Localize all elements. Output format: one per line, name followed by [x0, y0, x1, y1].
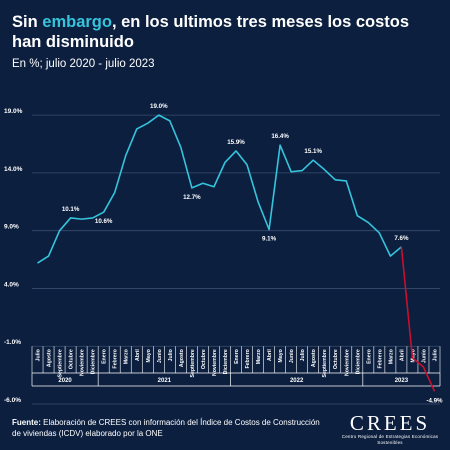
month-label: Marzo: [124, 349, 130, 364]
crees-logo: CREES Centro Regional de Estrategias Eco…: [340, 412, 440, 446]
data-label: 16.4%: [271, 133, 289, 140]
logo-word: CREES: [349, 411, 431, 435]
y-tick-label: 9.0%: [4, 224, 19, 231]
year-label: 2022: [290, 378, 304, 384]
month-label: Septiembre: [322, 349, 328, 377]
chart-subtitle: En %; julio 2020 - julio 2023: [12, 58, 155, 70]
month-label: Abril: [135, 349, 141, 361]
month-label: Mayo: [410, 349, 416, 362]
month-label: Diciembre: [91, 349, 97, 374]
month-label: Febrero: [245, 349, 251, 368]
data-label: 10.1%: [62, 206, 80, 213]
month-label: Noviembre: [212, 349, 218, 376]
logo-subtitle: Centro Regional de Estrategias Económica…: [341, 434, 439, 445]
title-post: , en los ultimos tres meses los costos h…: [12, 13, 410, 51]
year-label: 2021: [158, 378, 172, 384]
y-tick-label: 19.0%: [4, 108, 23, 115]
source-note: Fuente: Elaboración de CREES con informa…: [12, 417, 322, 439]
year-label: 2023: [395, 378, 409, 384]
title-pre: Sin: [12, 13, 43, 31]
month-label: Agosto: [311, 349, 317, 367]
month-label: Septiembre: [58, 349, 64, 377]
year-label: 2020: [58, 378, 72, 384]
month-label: Diciembre: [223, 349, 229, 374]
source-text: Elaboración de CREES con información del…: [12, 418, 320, 438]
month-label: Enero: [102, 349, 108, 364]
month-label: Junio: [157, 349, 163, 363]
data-label: 7.6%: [394, 235, 409, 242]
month-label: Julio: [432, 349, 438, 361]
month-label: Enero: [234, 349, 240, 364]
month-label: Junio: [289, 349, 295, 363]
data-label: 10.6%: [95, 218, 113, 225]
series-line: [400, 246, 436, 392]
data-label: 12.7%: [183, 194, 201, 201]
month-label: Julio: [36, 349, 42, 361]
month-label: Febrero: [377, 349, 383, 368]
month-label: Junio: [421, 349, 427, 363]
data-label: 15.1%: [304, 148, 322, 155]
y-tick-label: -6.0%: [4, 397, 21, 404]
chart-title: Sin embargo, en los ultimos tres meses l…: [12, 12, 442, 52]
y-tick-label: 4.0%: [4, 281, 19, 288]
month-label: Abril: [399, 349, 405, 361]
month-label: Abril: [267, 349, 273, 361]
data-label: 15.9%: [227, 139, 245, 146]
y-tick-label: -1.0%: [4, 339, 21, 346]
month-label: Mayo: [278, 349, 284, 362]
month-label: Noviembre: [344, 349, 350, 376]
data-label: 9.1%: [262, 236, 277, 243]
month-label: Enero: [366, 349, 372, 364]
month-label: Noviembre: [80, 349, 86, 376]
month-label: Febrero: [113, 349, 119, 368]
data-label: -4.9%: [426, 397, 443, 404]
month-label: Agosto: [179, 349, 185, 367]
series-line: [37, 114, 402, 264]
source-label: Fuente:: [12, 418, 41, 427]
title-accent: embargo: [42, 13, 112, 31]
month-label: Octubre: [201, 349, 207, 369]
month-label: Octubre: [69, 349, 75, 369]
y-tick-label: 14.0%: [4, 166, 23, 173]
month-label: Julio: [300, 349, 306, 361]
month-label: Julio: [168, 349, 174, 361]
month-label: Marzo: [388, 349, 394, 364]
month-label: Agosto: [47, 349, 53, 367]
month-label: Mayo: [146, 349, 152, 362]
month-label: Diciembre: [355, 349, 361, 374]
month-label: Marzo: [256, 349, 262, 364]
month-label: Octubre: [333, 349, 339, 369]
month-label: Septiembre: [190, 349, 196, 377]
data-label: 19.0%: [150, 103, 168, 110]
